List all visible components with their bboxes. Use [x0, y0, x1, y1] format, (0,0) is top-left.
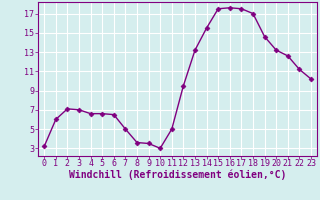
- X-axis label: Windchill (Refroidissement éolien,°C): Windchill (Refroidissement éolien,°C): [69, 169, 286, 180]
